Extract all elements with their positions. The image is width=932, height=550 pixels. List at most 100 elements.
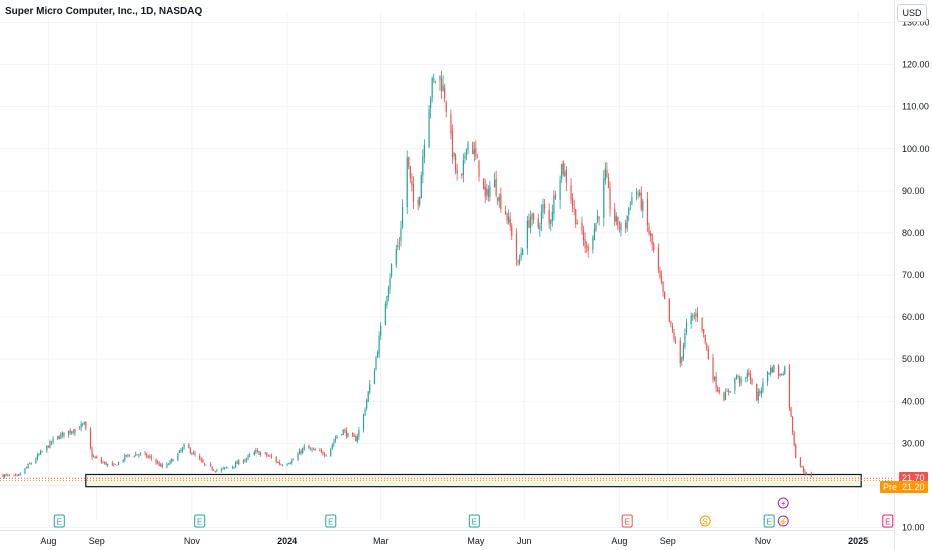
candle-body [161, 464, 163, 468]
candle-body [325, 455, 327, 457]
event-markers[interactable]: E E E E E S E ⚡ E + [53, 497, 894, 528]
candle [543, 199, 546, 215]
candle [128, 454, 131, 457]
y-tick-label: 90.00 [902, 186, 925, 196]
candle-body [74, 429, 76, 434]
earnings-marker[interactable]: E [621, 514, 633, 528]
candle-body [244, 460, 246, 462]
candle-body [150, 456, 152, 459]
candle [286, 463, 288, 467]
candle [707, 345, 709, 360]
earnings-marker[interactable]: E [325, 514, 337, 528]
candle [657, 243, 660, 274]
candle [269, 454, 271, 457]
candle-body [576, 223, 578, 225]
candle-body [85, 422, 87, 429]
candle-body [771, 367, 773, 373]
candle-body [27, 464, 29, 468]
event-label: E [472, 518, 477, 527]
candle-body [214, 471, 216, 473]
news-marker-extra[interactable]: + [777, 497, 789, 509]
candle [395, 244, 397, 268]
candle-body [651, 233, 653, 245]
candle [116, 464, 118, 466]
earnings-marker[interactable]: E [882, 514, 894, 528]
candle [227, 467, 229, 469]
candle-body [740, 378, 742, 384]
candle-body [160, 464, 162, 466]
split-marker[interactable]: S [699, 515, 711, 527]
candle [472, 141, 474, 155]
candle-body [49, 441, 51, 449]
earnings-marker[interactable]: E [763, 514, 775, 528]
candle-body [60, 434, 62, 439]
news-marker[interactable]: ⚡ [777, 515, 789, 527]
candle [650, 230, 652, 242]
earnings-marker[interactable]: E [468, 514, 480, 528]
candle [431, 76, 433, 103]
candle-body [367, 391, 369, 402]
candle [367, 391, 369, 403]
candle [277, 461, 279, 463]
candle-body [804, 471, 806, 475]
candle [222, 466, 224, 470]
candle [41, 450, 43, 453]
event-label: E [328, 518, 333, 527]
candle-body [723, 392, 725, 401]
split-circle [699, 515, 711, 527]
candle [7, 473, 9, 477]
candle-body [561, 164, 563, 179]
candle [398, 237, 401, 251]
candle [562, 160, 564, 177]
candle [537, 213, 539, 230]
earnings-marker[interactable]: E [194, 514, 206, 528]
candle-body [642, 200, 644, 211]
earnings-marker[interactable]: E [53, 514, 65, 528]
candle [158, 460, 160, 467]
x-tick-label: Mar [373, 536, 389, 546]
candle [387, 285, 390, 302]
candle-body [194, 452, 196, 456]
candle-body [706, 344, 708, 349]
candle-body [442, 85, 444, 91]
candle [690, 312, 692, 329]
candle-body [288, 463, 290, 465]
candle [49, 439, 51, 449]
candle-body [684, 333, 686, 347]
candle-body [111, 463, 113, 465]
candle-body [341, 434, 343, 436]
x-tick-label: Sep [660, 536, 676, 546]
candle [515, 228, 518, 266]
candle-body [559, 179, 561, 201]
candle [419, 196, 421, 208]
candle-body [302, 448, 304, 453]
candle-body [24, 468, 26, 474]
candle-body [8, 475, 10, 477]
candle [171, 458, 173, 464]
candle-body [670, 321, 672, 325]
candle-body [724, 391, 727, 401]
event-label: E [767, 518, 772, 527]
candle-body [806, 473, 808, 475]
candle [210, 461, 212, 467]
candle [773, 364, 775, 373]
candle [653, 241, 655, 253]
x-tick-label: May [467, 536, 485, 546]
candle-body [380, 325, 382, 336]
candle [718, 386, 720, 395]
candle [802, 465, 805, 474]
candle-body [167, 464, 170, 466]
candle [46, 445, 48, 453]
candle-body [105, 461, 107, 466]
event-label: + [781, 499, 786, 508]
candle-body [617, 216, 619, 227]
candle [298, 448, 301, 455]
currency-button[interactable]: USD [897, 4, 927, 22]
candle [526, 215, 528, 255]
candle-body [278, 461, 280, 465]
candle-body [433, 78, 435, 80]
candle [258, 450, 260, 456]
candle-body [401, 206, 404, 228]
candle [323, 452, 326, 458]
